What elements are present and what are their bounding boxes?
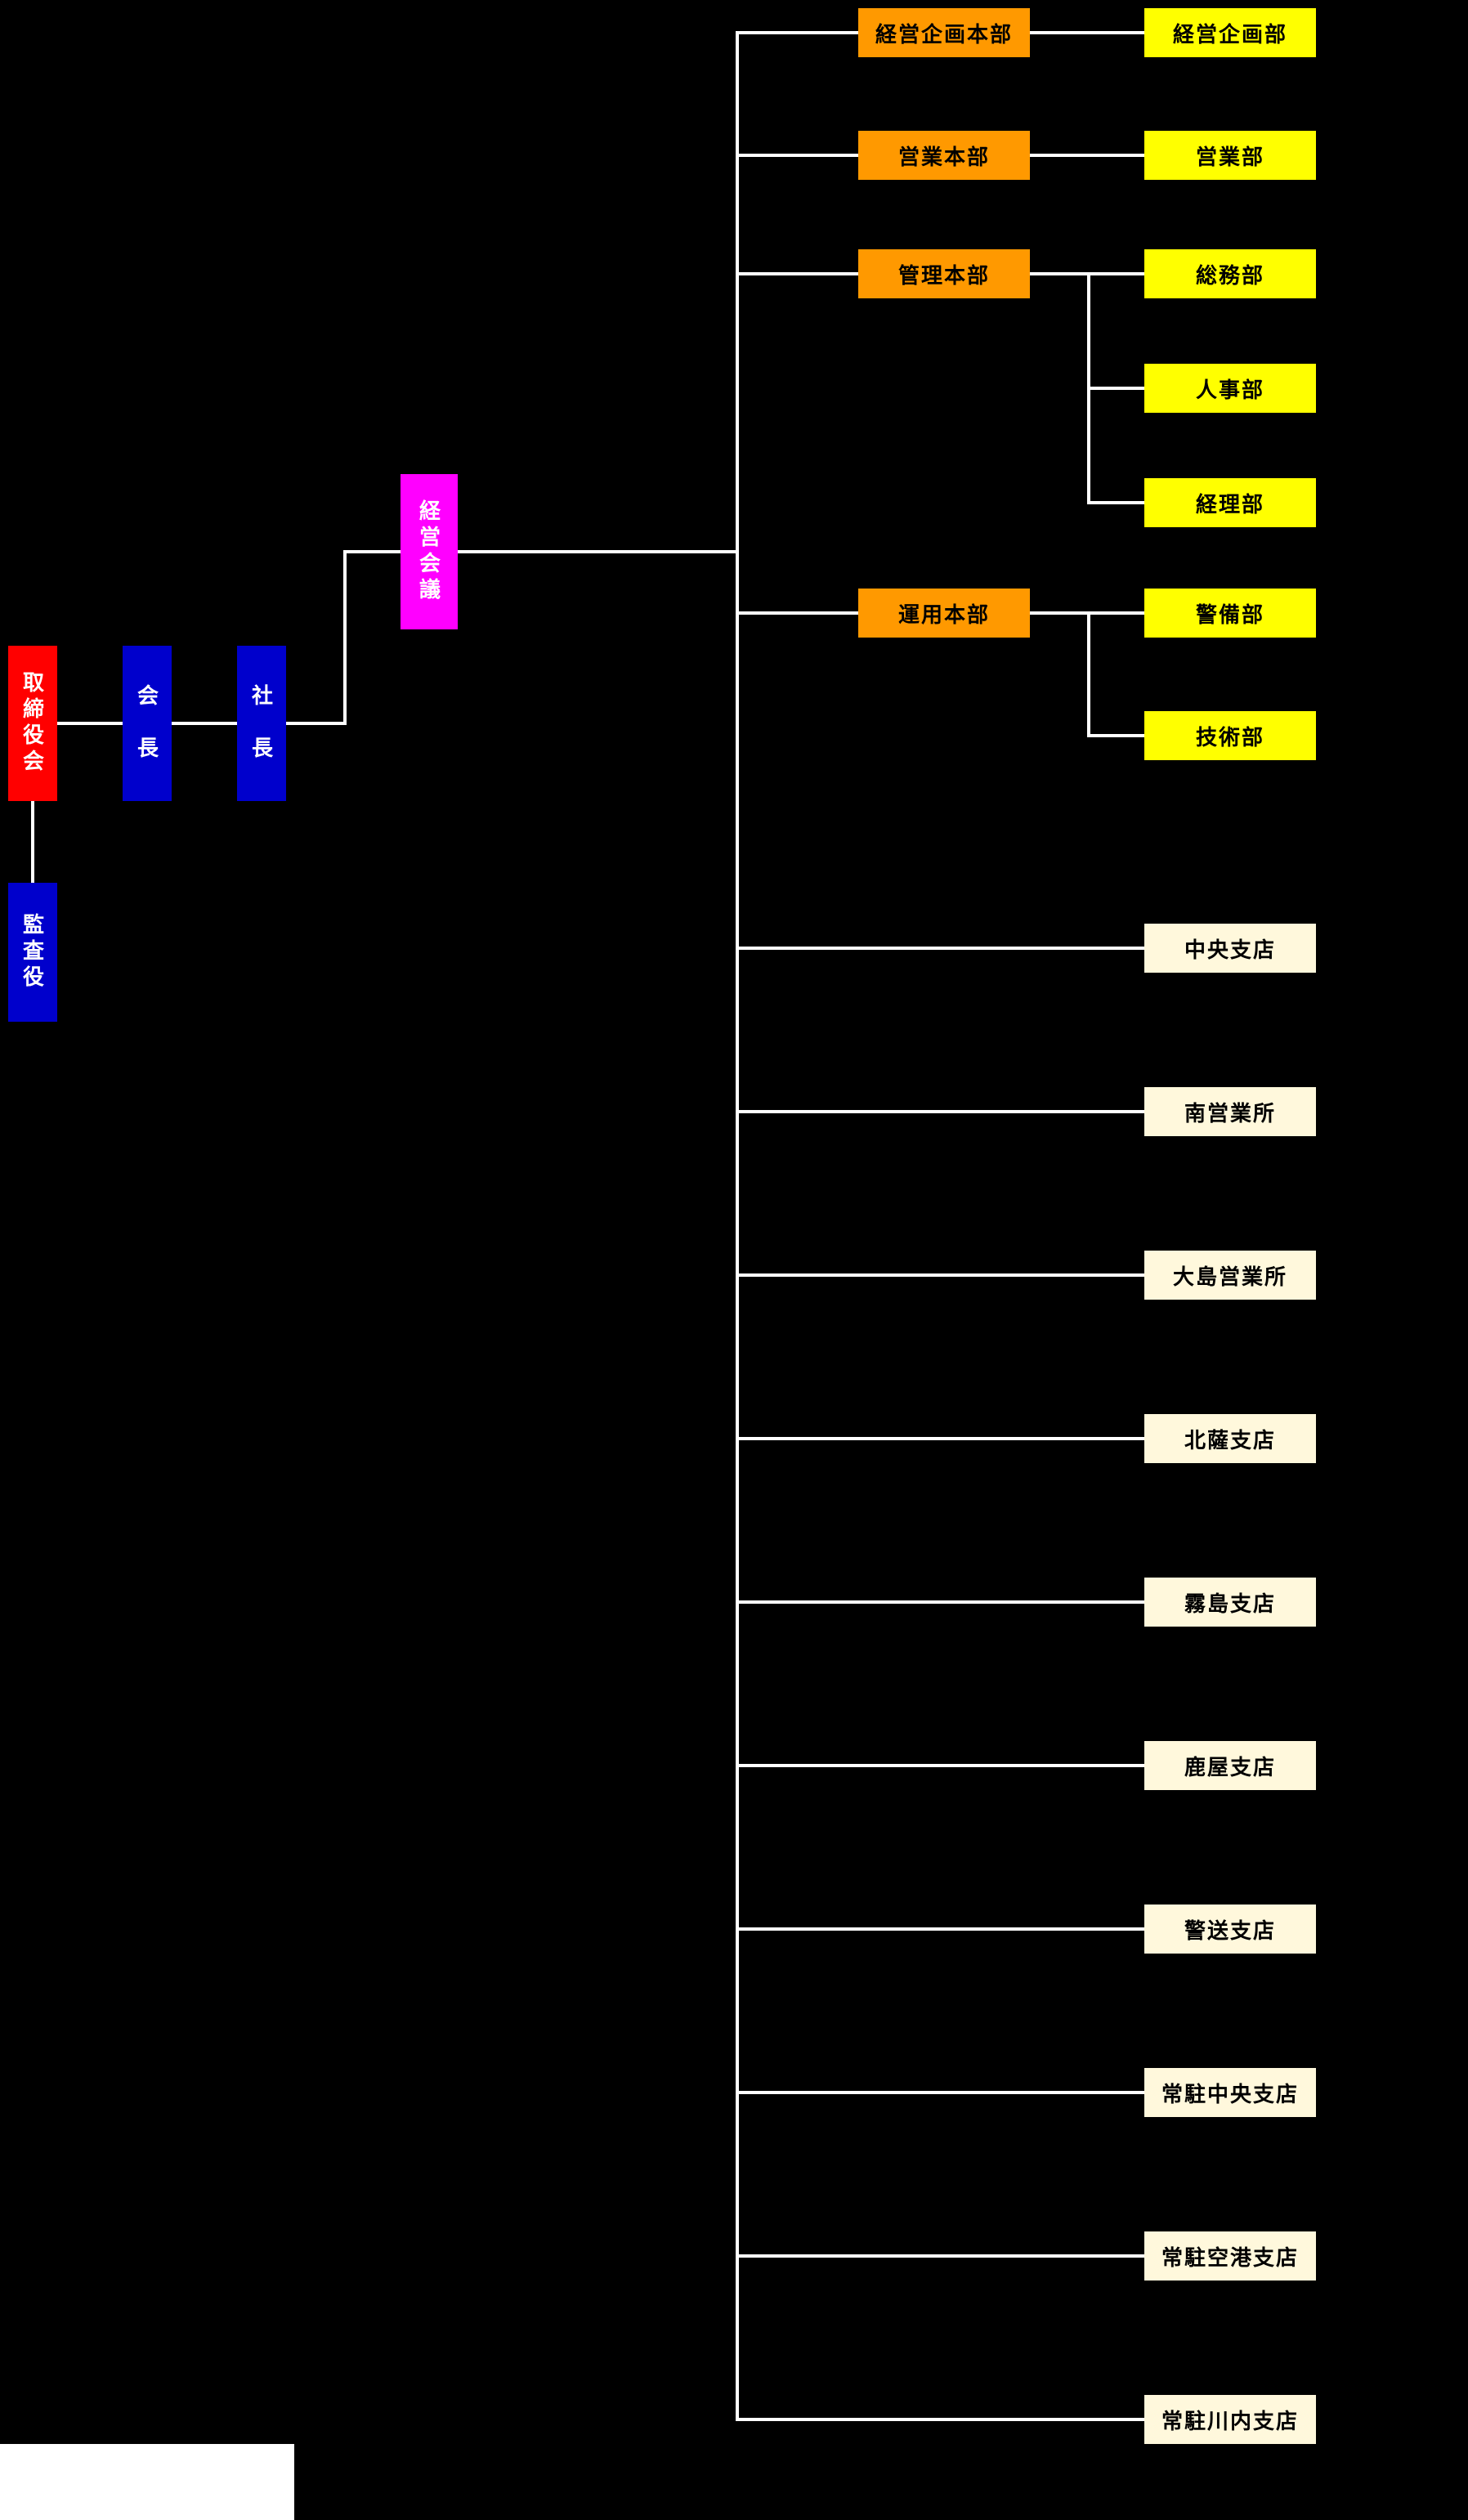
dept-planning: 経営企画部 — [1144, 8, 1316, 57]
line-president-up — [343, 550, 347, 725]
line-ops-bus — [1087, 611, 1090, 736]
line-bus-branch-3 — [736, 1273, 1144, 1277]
line-bus-branch-4 — [736, 1437, 1144, 1440]
branch-jochu-kuko: 常駐空港支店 — [1144, 2231, 1316, 2281]
hq-admin: 管理本部 — [858, 249, 1030, 298]
hq-planning: 経営企画本部 — [858, 8, 1030, 57]
line-bus-hq2 — [736, 154, 858, 157]
branch-jochu-chuo: 常駐中央支店 — [1144, 2068, 1316, 2117]
branch-minami: 南営業所 — [1144, 1087, 1316, 1136]
line-bus-branch-8 — [736, 2091, 1144, 2094]
line-board-chairman — [57, 722, 123, 725]
line-bus-branch-5 — [736, 1600, 1144, 1604]
president: 社 長 — [237, 646, 286, 801]
line-bus-branch-6 — [736, 1764, 1144, 1767]
dept-tech: 技術部 — [1144, 711, 1316, 760]
line-admin-acc — [1087, 501, 1144, 504]
board-of-directors: 取締役会 — [8, 646, 57, 801]
line-bus-branch-7 — [736, 1927, 1144, 1931]
bottom-white-bar — [0, 2444, 294, 2520]
line-president-right — [286, 722, 343, 725]
line-bus-hq4 — [736, 611, 858, 615]
dept-security: 警備部 — [1144, 589, 1316, 638]
branch-kirishima: 霧島支店 — [1144, 1578, 1316, 1627]
line-hq2-dept2 — [1030, 154, 1144, 157]
branch-chuo: 中央支店 — [1144, 924, 1316, 973]
branch-hokusatsu: 北薩支店 — [1144, 1414, 1316, 1463]
hq-ops: 運用本部 — [858, 589, 1030, 638]
line-admin-hr — [1087, 387, 1144, 390]
branch-keiso: 警送支店 — [1144, 1905, 1316, 1954]
hq-sales: 営業本部 — [858, 131, 1030, 180]
line-hq1-dept1 — [1030, 31, 1144, 34]
line-main-bus — [736, 31, 739, 2421]
branch-oshima: 大島営業所 — [1144, 1251, 1316, 1300]
line-ops-tech — [1087, 734, 1144, 737]
auditor: 監査役 — [8, 883, 57, 1022]
dept-general: 総務部 — [1144, 249, 1316, 298]
line-bus-branch-10 — [736, 2418, 1144, 2421]
dept-accounting: 経理部 — [1144, 478, 1316, 527]
line-chairman-president — [172, 722, 237, 725]
dept-sales: 営業部 — [1144, 131, 1316, 180]
line-bus-branch-9 — [736, 2254, 1144, 2258]
line-council-right — [458, 550, 739, 553]
management-council: 経営会議 — [401, 474, 458, 629]
chairman: 会 長 — [123, 646, 172, 801]
line-bus-hq1 — [736, 31, 858, 34]
line-bus-branch-1 — [736, 947, 1144, 950]
branch-jochu-sendai: 常駐川内支店 — [1144, 2395, 1316, 2444]
line-board-auditor — [31, 801, 34, 883]
line-to-council — [343, 550, 401, 553]
line-bus-branch-2 — [736, 1110, 1144, 1113]
dept-hr: 人事部 — [1144, 364, 1316, 413]
line-bus-hq3 — [736, 272, 858, 275]
branch-kanoya: 鹿屋支店 — [1144, 1741, 1316, 1790]
